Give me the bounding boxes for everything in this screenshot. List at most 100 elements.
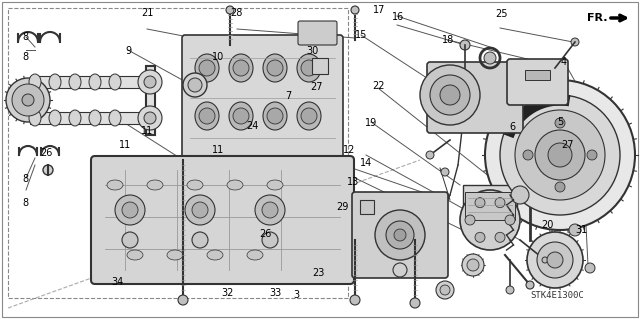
Circle shape	[436, 281, 454, 299]
Circle shape	[233, 108, 249, 124]
Circle shape	[199, 60, 215, 76]
Circle shape	[199, 108, 215, 124]
Ellipse shape	[49, 74, 61, 90]
Circle shape	[571, 38, 579, 46]
Circle shape	[526, 281, 534, 289]
Circle shape	[462, 254, 484, 276]
Circle shape	[465, 215, 475, 225]
Text: 23: 23	[312, 268, 324, 278]
Circle shape	[255, 195, 285, 225]
Circle shape	[585, 263, 595, 273]
Circle shape	[138, 70, 162, 94]
Text: 26: 26	[259, 229, 272, 240]
FancyBboxPatch shape	[427, 62, 523, 133]
Ellipse shape	[89, 110, 101, 126]
Text: 33: 33	[269, 288, 282, 299]
Text: 9: 9	[125, 46, 131, 56]
Text: 26: 26	[40, 148, 52, 158]
Circle shape	[441, 168, 449, 176]
Text: 14: 14	[360, 158, 372, 168]
Circle shape	[394, 229, 406, 241]
Circle shape	[185, 195, 215, 225]
Circle shape	[192, 232, 208, 248]
Circle shape	[484, 52, 496, 64]
Circle shape	[351, 6, 359, 14]
Circle shape	[527, 232, 583, 288]
Circle shape	[301, 60, 317, 76]
Circle shape	[555, 118, 565, 128]
Ellipse shape	[107, 180, 123, 190]
Text: 34: 34	[111, 277, 124, 287]
Circle shape	[506, 286, 514, 294]
Text: 13: 13	[347, 177, 360, 187]
Circle shape	[122, 202, 138, 218]
Text: 21: 21	[141, 8, 154, 18]
Ellipse shape	[187, 180, 203, 190]
Ellipse shape	[49, 110, 61, 126]
Ellipse shape	[297, 54, 321, 82]
Circle shape	[144, 76, 156, 88]
Text: 18: 18	[442, 35, 454, 45]
Text: 31: 31	[575, 225, 588, 235]
Circle shape	[460, 40, 470, 50]
Circle shape	[430, 75, 470, 115]
Circle shape	[183, 73, 207, 97]
Ellipse shape	[29, 74, 41, 90]
Text: 27: 27	[561, 140, 573, 150]
Ellipse shape	[109, 110, 121, 126]
FancyBboxPatch shape	[298, 21, 337, 45]
Bar	[360, 200, 374, 214]
Circle shape	[475, 232, 485, 242]
Ellipse shape	[247, 250, 263, 260]
Ellipse shape	[297, 102, 321, 130]
Circle shape	[267, 108, 283, 124]
Text: 7: 7	[285, 91, 291, 101]
Text: 8: 8	[22, 197, 29, 208]
Text: 29: 29	[336, 202, 349, 212]
Circle shape	[426, 151, 434, 159]
Circle shape	[375, 210, 425, 260]
Circle shape	[547, 252, 563, 268]
Circle shape	[410, 298, 420, 308]
Text: 5: 5	[557, 117, 564, 127]
Circle shape	[495, 198, 505, 208]
Circle shape	[523, 150, 533, 160]
Ellipse shape	[69, 110, 81, 126]
Text: 12: 12	[342, 145, 355, 155]
Circle shape	[12, 84, 44, 116]
Circle shape	[178, 295, 188, 305]
Circle shape	[43, 165, 53, 175]
Text: 20: 20	[541, 220, 554, 230]
Circle shape	[301, 108, 317, 124]
Text: 19: 19	[365, 118, 378, 128]
Text: 32: 32	[221, 288, 234, 299]
Text: 17: 17	[372, 4, 385, 15]
Text: 11: 11	[211, 145, 224, 155]
Circle shape	[262, 202, 278, 218]
Ellipse shape	[167, 250, 183, 260]
Circle shape	[22, 94, 34, 106]
Ellipse shape	[69, 74, 81, 90]
Circle shape	[122, 232, 138, 248]
Circle shape	[485, 80, 635, 230]
Text: 10: 10	[211, 52, 224, 63]
Text: 6: 6	[509, 122, 515, 132]
Ellipse shape	[127, 250, 143, 260]
Text: 22: 22	[372, 81, 385, 91]
Bar	[30, 76, 140, 88]
Text: 15: 15	[355, 30, 368, 40]
Ellipse shape	[227, 180, 243, 190]
Circle shape	[6, 78, 50, 122]
Ellipse shape	[195, 54, 219, 82]
Circle shape	[515, 110, 605, 200]
Circle shape	[495, 232, 505, 242]
Circle shape	[460, 190, 520, 250]
Circle shape	[262, 232, 278, 248]
Ellipse shape	[147, 180, 163, 190]
Bar	[30, 112, 140, 124]
FancyBboxPatch shape	[182, 35, 343, 161]
Circle shape	[535, 130, 585, 180]
Circle shape	[393, 263, 407, 277]
Circle shape	[511, 186, 529, 204]
Circle shape	[226, 6, 234, 14]
